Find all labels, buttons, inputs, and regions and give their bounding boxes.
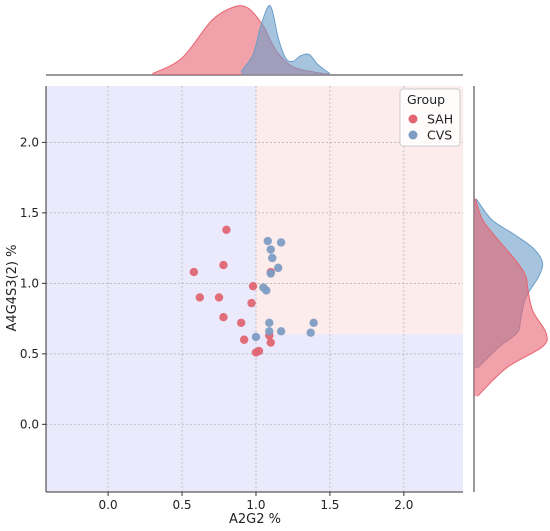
- scatter-point-sah: [219, 260, 228, 270]
- scatter-point-cvs: [263, 236, 273, 246]
- y-tick-label: 0.0: [20, 417, 39, 431]
- scatter-point-cvs: [262, 286, 271, 295]
- scatter-point-cvs: [309, 318, 318, 328]
- top-kde-area-sah: [152, 5, 330, 75]
- x-tick-label: 1.5: [320, 498, 339, 512]
- scatter-point-cvs: [273, 263, 283, 273]
- scatter-point-sah: [219, 312, 228, 322]
- y-tick-label: 2.0: [20, 135, 39, 149]
- legend-label-cvs: CVS: [427, 128, 452, 143]
- marginal-x-kde: [46, 4, 463, 76]
- x-tick-label: 0.5: [172, 498, 191, 512]
- right-kde-line-sah: [474, 198, 548, 397]
- scatter-point-cvs: [266, 245, 275, 254]
- scatter-point-sah: [222, 225, 231, 234]
- legend-marker-sah: [408, 114, 418, 124]
- scatter-point-cvs: [276, 238, 286, 247]
- x-axis-label: A2G2 %: [229, 512, 281, 527]
- scatter-point-cvs: [306, 328, 315, 337]
- scatter-point-sah: [195, 293, 204, 302]
- scatter-point-cvs: [265, 318, 274, 328]
- scatter-points: [189, 225, 318, 357]
- top-kde-area-cvs: [241, 5, 330, 76]
- x-tick-label: 1.0: [246, 498, 265, 512]
- legend: Group SAH CVS: [399, 88, 461, 147]
- y-ticks: 0.0 0.5 1.0 1.5 2.0: [20, 135, 46, 431]
- top-kde-line-cvs: [240, 4, 331, 75]
- scatter-point-cvs: [251, 332, 261, 342]
- scatter-point-sah: [239, 335, 249, 344]
- y-tick-label: 0.5: [20, 347, 39, 361]
- scatter-point-cvs: [276, 327, 286, 336]
- x-ticks: 0.0 0.5 1.0 1.5 2.0: [99, 492, 413, 512]
- scatter-point-sah: [236, 318, 246, 328]
- y-axis-label: A4G4S3(2) %: [5, 245, 20, 332]
- scatter-point-sah: [254, 346, 264, 356]
- scatter-point-sah: [247, 298, 256, 308]
- y-tick-label: 1.5: [20, 206, 39, 220]
- legend-marker-cvs: [408, 130, 418, 140]
- scatter-point-sah: [189, 267, 199, 277]
- scatter-point-sah: [214, 293, 224, 302]
- right-kde-area-sah: [474, 198, 548, 397]
- scatter-point-sah: [248, 281, 258, 291]
- x-tick-label: 0.0: [99, 498, 118, 512]
- x-tick-label: 2.0: [394, 498, 413, 512]
- scatter-point-cvs: [268, 253, 277, 263]
- legend-label-sah: SAH: [427, 112, 453, 127]
- scatter-point-cvs: [265, 327, 274, 336]
- scatter-point-cvs: [266, 269, 275, 278]
- y-tick-label: 1.0: [20, 276, 39, 290]
- scatter-point-sah: [266, 338, 275, 347]
- marginal-y-kde: [473, 86, 548, 492]
- legend-title: Group: [407, 92, 445, 107]
